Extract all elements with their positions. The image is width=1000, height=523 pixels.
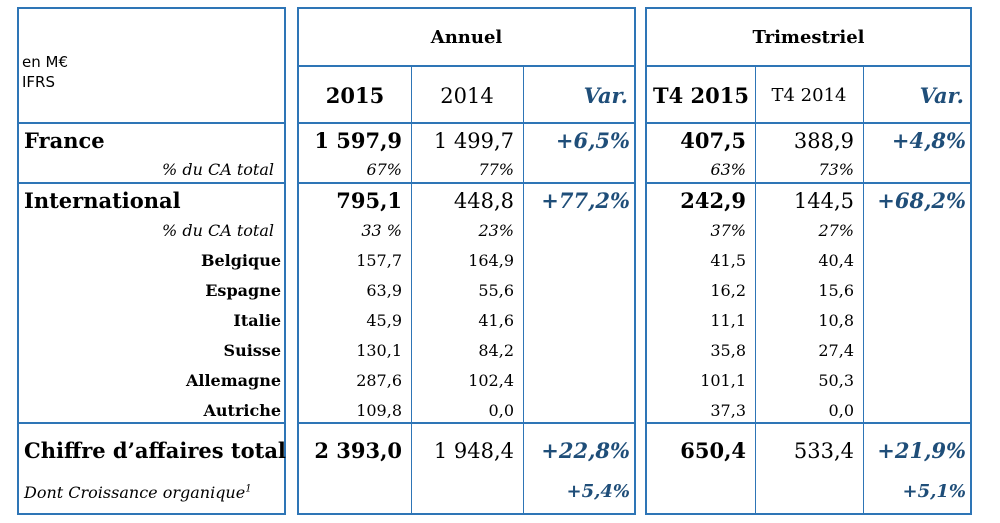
footnote-marker: 1: [245, 483, 252, 495]
cell-autriche-t4-2015: 37,3: [710, 401, 746, 420]
cell-espagne-t4-2015: 16,2: [710, 281, 746, 300]
cell-intl-share-2015: 33 %: [361, 221, 402, 240]
cell-belgique-t4-2014: 40,4: [818, 251, 854, 270]
cell-allemagne-2014: 102,4: [468, 371, 514, 390]
row-label-total: Chiffre d’affaires total: [24, 438, 286, 463]
header-divider: [19, 122, 284, 124]
cell-total-2014: 1 948,4: [433, 439, 514, 463]
cell-france-share-2014: 77%: [478, 160, 514, 179]
row-label-international: International: [24, 188, 181, 213]
header-divider: [299, 122, 634, 124]
cell-allemagne-t4-2015: 101,1: [700, 371, 746, 390]
row-label-espagne: Espagne: [205, 281, 281, 300]
group-header-quarterly: Trimestriel: [752, 27, 865, 48]
cell-espagne-2014: 55,6: [478, 281, 514, 300]
cell-suisse-2015: 130,1: [356, 341, 402, 360]
annual-panel: Annuel 2015 2014 Var. 1 597,9 1 499,7 +6…: [297, 7, 636, 515]
cell-belgique-2014: 164,9: [468, 251, 514, 270]
cell-suisse-t4-2015: 35,8: [710, 341, 746, 360]
quarterly-panel: Trimestriel T4 2015 T4 2014 Var. 407,5 3…: [645, 7, 972, 515]
cell-total-var-q: +21,9%: [877, 438, 966, 463]
international-divider: [19, 422, 284, 424]
row-label-france: France: [24, 128, 105, 153]
standard-label: IFRS: [22, 73, 55, 91]
cell-organic-var-q: +5,1%: [902, 481, 966, 502]
col-header-var-quarterly: Var.: [919, 83, 964, 108]
row-label-allemagne: Allemagne: [185, 371, 281, 390]
row-label-italie: Italie: [233, 311, 281, 330]
row-label-organic-growth: Dont Croissance organique1: [24, 483, 252, 502]
col-header-2014: 2014: [440, 84, 494, 108]
row-label-belgique: Belgique: [200, 251, 281, 270]
row-label-suisse: Suisse: [223, 341, 281, 360]
cell-intl-share-t4-2015: 37%: [710, 221, 746, 240]
cell-france-share-t4-2015: 63%: [710, 160, 746, 179]
cell-italie-2015: 45,9: [366, 311, 402, 330]
cell-suisse-2014: 84,2: [478, 341, 514, 360]
col-header-t4-2015: T4 2015: [653, 83, 749, 108]
cell-total-t4-2015: 650,4: [680, 438, 746, 463]
row-label-france-share: % du CA total: [162, 160, 274, 179]
cell-total-var: +22,8%: [541, 438, 630, 463]
international-divider: [299, 422, 634, 424]
cell-autriche-2015: 109,8: [356, 401, 402, 420]
france-divider: [19, 182, 284, 184]
cell-france-2014: 1 499,7: [433, 129, 514, 153]
col-header-t4-2014: T4 2014: [771, 85, 847, 106]
international-divider: [647, 422, 970, 424]
cell-espagne-2015: 63,9: [366, 281, 402, 300]
unit-label: en M€: [22, 53, 68, 71]
cell-france-t4-2015: 407,5: [680, 128, 746, 153]
column-divider: [523, 67, 524, 513]
cell-autriche-t4-2014: 0,0: [828, 401, 854, 420]
cell-suisse-t4-2014: 27,4: [818, 341, 854, 360]
cell-intl-var: +77,2%: [541, 188, 630, 213]
annual-group-divider: [299, 65, 634, 67]
cell-france-share-2015: 67%: [366, 160, 402, 179]
cell-espagne-t4-2014: 15,6: [818, 281, 854, 300]
row-label-autriche: Autriche: [203, 401, 282, 420]
row-labels-panel: en M€ IFRS France % du CA total Internat…: [17, 7, 286, 515]
cell-italie-2014: 41,6: [478, 311, 514, 330]
row-label-international-share: % du CA total: [162, 221, 274, 240]
cell-allemagne-2015: 287,6: [356, 371, 402, 390]
quarterly-group-divider: [647, 65, 970, 67]
cell-organic-var: +5,4%: [566, 481, 630, 502]
cell-france-var: +6,5%: [555, 128, 630, 153]
france-divider: [299, 182, 634, 184]
cell-france-share-t4-2014: 73%: [818, 160, 854, 179]
cell-intl-var-q: +68,2%: [877, 188, 966, 213]
cell-france-var-q: +4,8%: [891, 128, 966, 153]
header-divider: [647, 122, 970, 124]
cell-allemagne-t4-2014: 50,3: [818, 371, 854, 390]
cell-france-2015: 1 597,9: [314, 128, 402, 153]
column-divider: [411, 67, 412, 513]
group-header-annual: Annuel: [430, 27, 503, 48]
france-divider: [647, 182, 970, 184]
column-divider: [755, 67, 756, 513]
cell-intl-2014: 448,8: [453, 189, 514, 213]
cell-intl-t4-2014: 144,5: [793, 189, 854, 213]
cell-total-t4-2014: 533,4: [793, 439, 854, 463]
cell-italie-t4-2015: 11,1: [710, 311, 746, 330]
cell-intl-t4-2015: 242,9: [680, 188, 746, 213]
cell-intl-2015: 795,1: [336, 188, 402, 213]
cell-belgique-2015: 157,7: [356, 251, 402, 270]
cell-intl-share-2014: 23%: [478, 221, 514, 240]
column-divider: [863, 67, 864, 513]
cell-intl-share-t4-2014: 27%: [818, 221, 854, 240]
cell-france-t4-2014: 388,9: [793, 129, 854, 153]
col-header-2015: 2015: [325, 83, 385, 108]
cell-belgique-t4-2015: 41,5: [710, 251, 746, 270]
cell-total-2015: 2 393,0: [314, 438, 402, 463]
cell-autriche-2014: 0,0: [488, 401, 514, 420]
col-header-var-annual: Var.: [583, 83, 628, 108]
cell-italie-t4-2014: 10,8: [818, 311, 854, 330]
